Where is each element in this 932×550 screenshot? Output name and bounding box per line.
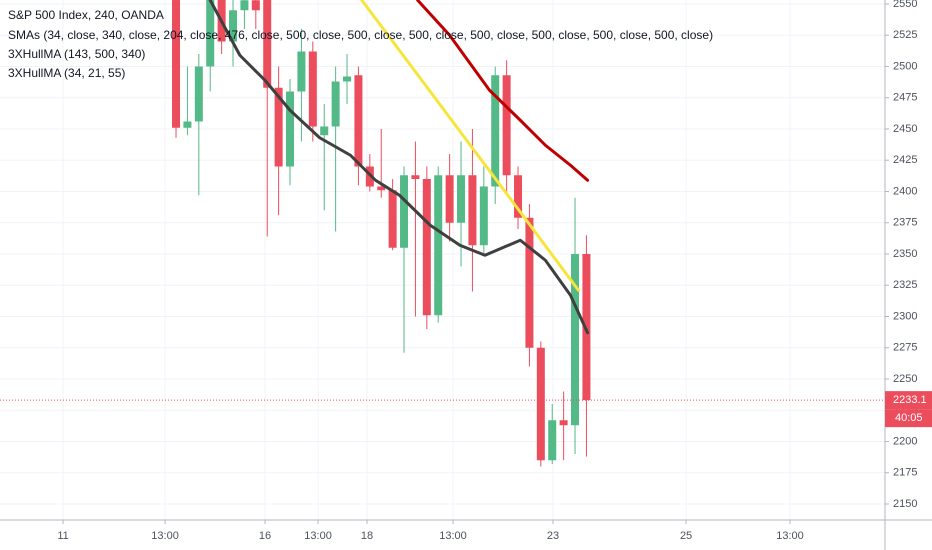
x-tick-label: 11 [57, 530, 68, 542]
candle-body [286, 91, 295, 167]
countdown: 40:05 [895, 412, 923, 424]
candle-body [536, 347, 545, 461]
candle-body [251, 0, 260, 11]
x-tick-label: 25 [680, 530, 692, 542]
candle-body [434, 175, 443, 316]
candle-body [548, 420, 557, 461]
candle-body [559, 420, 568, 426]
candle-body [491, 75, 500, 187]
candle-body [331, 81, 340, 127]
x-tick-label: 13:00 [776, 530, 804, 542]
price-label: 2233.1 [893, 394, 927, 406]
y-tick-label: 2450 [893, 123, 917, 135]
y-tick-label: 2375 [893, 217, 917, 229]
x-tick-label: 23 [547, 530, 559, 542]
candle-body [343, 76, 352, 82]
legend-entry: SMAs (34, close, 340, close, 204, close,… [8, 28, 713, 42]
y-tick-label: 2200 [893, 435, 917, 447]
candle-body [388, 190, 397, 248]
candle-body [468, 175, 477, 246]
candle-body [229, 10, 238, 42]
candle-body [274, 87, 283, 167]
x-tick-label: 13:00 [304, 530, 332, 542]
candle-body [183, 121, 192, 128]
y-tick-label: 2500 [893, 60, 917, 72]
candle-body [172, 0, 181, 128]
x-tick-label: 13:00 [151, 530, 179, 542]
candle-body [354, 75, 363, 167]
candle-body [263, 0, 272, 88]
candle-body [445, 175, 454, 223]
candle-body [514, 175, 523, 218]
candle-body [525, 217, 534, 348]
grid [0, 0, 885, 520]
countdown-box [885, 409, 932, 428]
candle-body [411, 175, 420, 179]
y-tick-label: 2550 [893, 0, 917, 10]
legend: S&P 500 Index, 240, OANDA SMAs (34, clos… [8, 8, 713, 80]
candle-body [502, 75, 511, 176]
plot [0, 0, 885, 467]
y-tick-label: 2250 [893, 373, 917, 385]
y-tick-label: 2150 [893, 498, 917, 510]
x-tick-label: 16 [259, 530, 271, 542]
candle-body [422, 179, 431, 316]
candle-body [240, 0, 249, 11]
candle-body [377, 186, 386, 191]
y-tick-label: 2300 [893, 310, 917, 322]
candle-body [400, 175, 409, 248]
x-tick-label: 13:00 [439, 530, 467, 542]
candle-body [308, 51, 317, 127]
chart-title: S&P 500 Index, 240, OANDA [8, 8, 164, 22]
indicator-line [208, 0, 590, 335]
candle-body [571, 254, 580, 426]
legend-entry: 3XHullMA (34, 21, 55) [8, 66, 125, 80]
y-tick-label: 2400 [893, 185, 917, 197]
y-tick-label: 2475 [893, 92, 917, 104]
indicator-line [360, 0, 580, 292]
indicator-line [416, 0, 590, 182]
candle-body [194, 66, 203, 122]
candle-body [297, 51, 306, 92]
y-tick-label: 2175 [893, 467, 917, 479]
legend-entry: 3XHullMA (143, 500, 340) [8, 47, 145, 61]
y-tick-label: 2425 [893, 154, 917, 166]
candle-body [320, 126, 329, 136]
candle-body [206, 0, 215, 67]
price-label-box [885, 391, 932, 410]
x-tick-label: 18 [361, 530, 373, 542]
y-tick-label: 2275 [893, 342, 917, 354]
candle-body [457, 175, 466, 223]
candle-body [479, 186, 488, 246]
y-tick-label: 2325 [893, 279, 917, 291]
y-tick-label: 2525 [893, 29, 917, 41]
y-tick-label: 2350 [893, 248, 917, 260]
